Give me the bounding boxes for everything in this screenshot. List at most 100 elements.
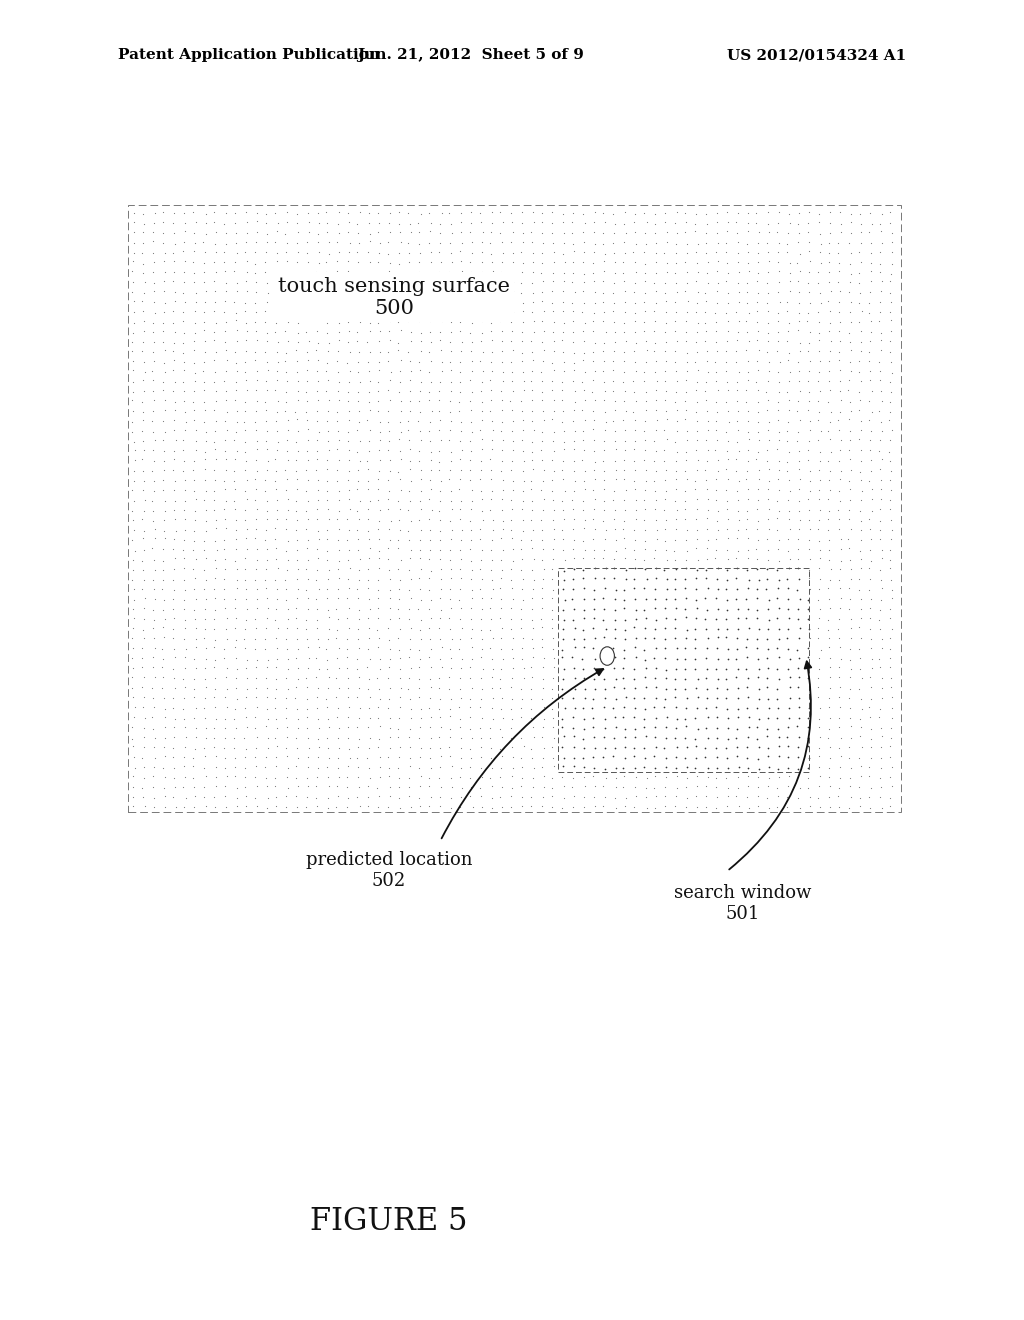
Point: [587, 469, 603, 490]
Point: [656, 211, 673, 232]
Point: [873, 718, 890, 739]
Point: [566, 737, 583, 758]
Point: [749, 558, 765, 579]
Point: [831, 331, 848, 352]
Point: [370, 598, 386, 619]
Point: [821, 371, 838, 392]
Point: [719, 371, 735, 392]
Point: [852, 659, 868, 680]
Point: [402, 797, 419, 818]
Point: [677, 669, 693, 690]
Point: [831, 371, 848, 392]
Point: [247, 242, 263, 263]
Point: [298, 797, 314, 818]
Point: [453, 747, 469, 768]
Point: [226, 213, 243, 234]
Point: [853, 420, 869, 441]
Point: [667, 569, 683, 590]
Point: [124, 480, 140, 502]
Point: [472, 519, 488, 540]
Point: [463, 441, 479, 462]
Point: [792, 333, 808, 354]
Point: [514, 301, 530, 322]
Point: [503, 598, 519, 619]
Point: [441, 331, 458, 352]
Point: [308, 441, 325, 462]
Point: [668, 450, 684, 471]
Point: [791, 202, 807, 223]
Point: [627, 589, 643, 610]
Point: [126, 313, 142, 334]
Point: [882, 429, 898, 450]
Point: [790, 252, 806, 273]
Point: [883, 301, 899, 322]
Point: [669, 709, 685, 730]
Point: [852, 709, 868, 730]
Point: [781, 519, 798, 540]
Point: [842, 392, 858, 413]
Point: [228, 310, 245, 331]
Point: [597, 528, 613, 549]
Point: [637, 301, 653, 322]
Point: [852, 389, 868, 411]
Point: [390, 727, 407, 748]
Point: [464, 360, 480, 381]
Point: [402, 616, 419, 638]
Point: [515, 510, 531, 531]
Point: [321, 788, 337, 809]
Point: [668, 252, 684, 273]
Point: [523, 301, 540, 322]
Point: [597, 557, 613, 578]
Point: [740, 213, 757, 234]
Point: [802, 796, 818, 817]
Point: [280, 746, 296, 767]
Point: [392, 421, 409, 442]
Point: [218, 312, 234, 333]
Point: [136, 520, 153, 541]
Point: [165, 619, 181, 640]
Point: [145, 627, 162, 648]
Point: [575, 756, 592, 777]
Point: [688, 607, 705, 628]
Point: [278, 796, 294, 817]
Point: [380, 380, 396, 401]
Point: [452, 708, 468, 729]
Point: [176, 381, 193, 403]
Point: [546, 440, 562, 461]
Point: [280, 420, 296, 441]
Point: [166, 756, 182, 777]
Point: [176, 450, 193, 471]
Point: [596, 470, 612, 491]
Point: [441, 391, 458, 412]
Point: [145, 292, 162, 313]
Point: [402, 569, 419, 590]
Point: [247, 609, 263, 630]
Point: [361, 223, 378, 244]
Point: [239, 678, 255, 700]
Point: [187, 609, 204, 630]
Point: [760, 539, 776, 560]
Point: [556, 432, 572, 453]
Point: [218, 697, 234, 718]
Point: [257, 558, 273, 579]
Point: [166, 261, 182, 282]
Point: [884, 686, 900, 708]
Point: [820, 636, 837, 657]
Point: [483, 738, 500, 759]
Point: [167, 548, 183, 569]
Point: [339, 331, 355, 352]
Point: [380, 411, 396, 432]
Point: [126, 471, 142, 492]
Point: [166, 222, 182, 243]
Point: [883, 479, 899, 500]
Point: [144, 411, 161, 432]
Point: [626, 746, 642, 767]
Point: [780, 350, 797, 371]
Point: [587, 202, 603, 223]
Point: [821, 360, 838, 381]
Point: [811, 647, 827, 668]
Point: [769, 777, 785, 799]
Circle shape: [600, 647, 614, 665]
Point: [198, 223, 214, 244]
Point: [228, 539, 245, 560]
